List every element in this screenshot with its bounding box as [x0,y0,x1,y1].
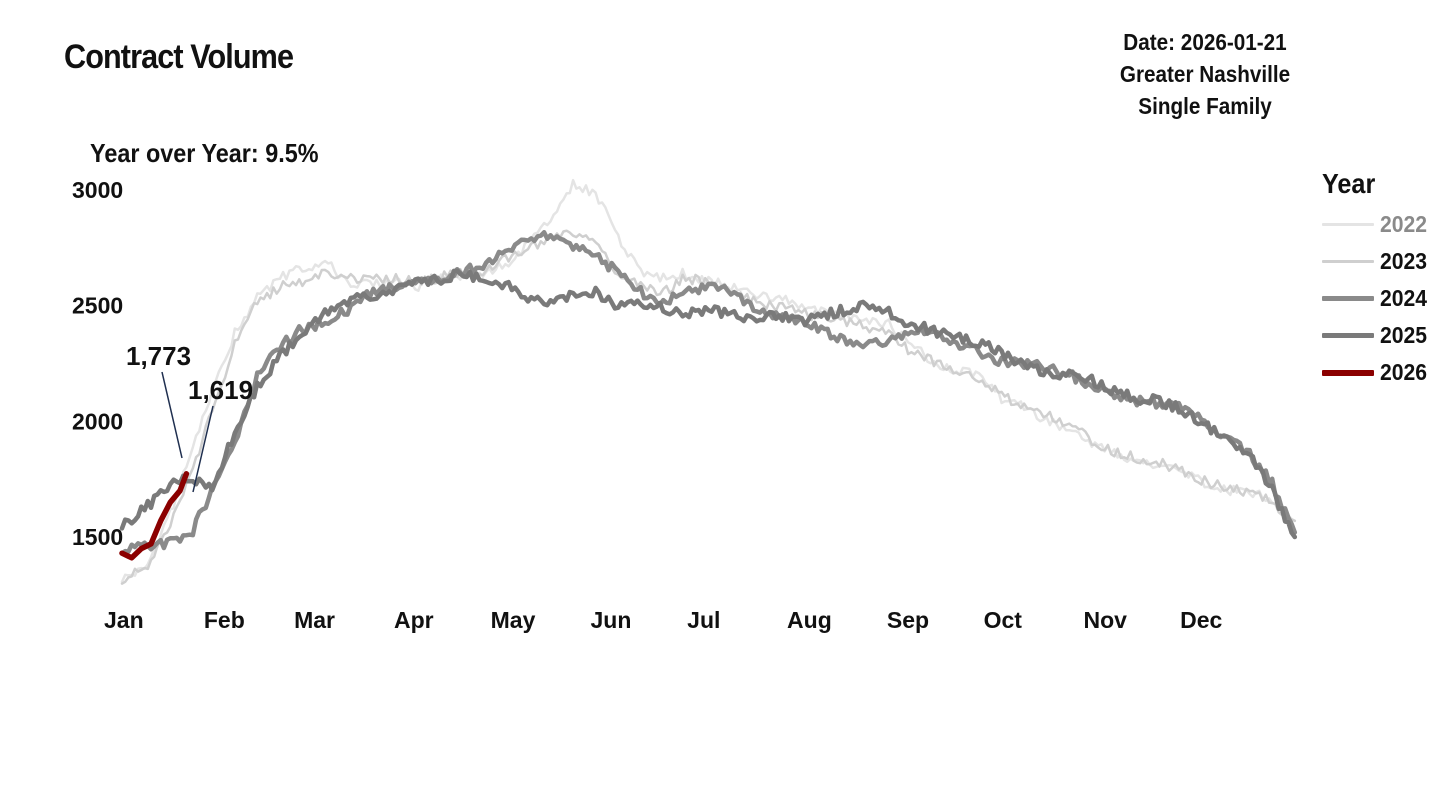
x-tick-label: Mar [294,607,335,633]
x-tick-label: Oct [984,607,1023,633]
x-tick-label: Jul [687,607,720,633]
chart-meta: Date: 2026-01-21 Greater Nashville Singl… [1102,26,1309,122]
legend-label: 2026 [1380,359,1428,385]
annotation-leader-line [192,405,214,493]
y-axis-ticks: 1500 2000 2500 3000 [72,177,123,550]
series-line-2025 [119,268,1298,540]
annotation-leader-line [161,371,183,459]
x-tick-label: Feb [204,607,245,633]
x-axis-ticks: Jan Feb Mar Apr May Jun Jul Aug Sep Oct Nov Dec [104,607,1223,633]
annotation-label: 1,619 [188,375,253,405]
y-tick-label: 2500 [72,293,123,319]
x-tick-label: Dec [1180,607,1222,633]
legend: Year 2022 2023 2024 2025 2026 [1322,168,1448,391]
legend-label: 2022 [1380,211,1428,237]
y-tick-label: 1500 [72,524,123,550]
legend-swatch [1322,296,1374,301]
date-line: Date: 2026-01-21 [1123,29,1287,55]
legend-item-2023: 2023 [1322,243,1448,280]
series-line-2022 [120,178,1297,584]
legend-swatch [1322,223,1374,226]
legend-label: 2025 [1380,322,1428,348]
series-line-2026 [119,471,190,561]
legend-item-2025: 2025 [1322,317,1448,354]
legend-item-2024: 2024 [1322,280,1448,317]
legend-item-2026: 2026 [1322,354,1448,391]
yoy-label: Year over Year: 9.5% [90,138,319,168]
x-tick-label: Apr [394,607,434,633]
x-tick-label: Jun [591,607,632,633]
annotation-label: 1,773 [126,341,191,371]
property-type-label: Single Family [1138,93,1272,119]
region-label: Greater Nashville [1119,61,1291,87]
legend-swatch [1322,260,1374,263]
y-tick-label: 2000 [72,408,123,434]
legend-label: 2023 [1380,248,1428,274]
x-tick-label: Nov [1083,607,1127,633]
series-layer [119,178,1298,585]
chart-title: Contract Volume [64,38,294,76]
x-tick-label: Sep [887,607,929,633]
legend-title: Year [1322,168,1376,199]
x-tick-label: Jan [104,607,144,633]
legend-item-2022: 2022 [1322,206,1448,243]
legend-items: 2022 2023 2024 2025 2026 [1322,206,1448,391]
annotation-layer: 1,773 1,619 [126,341,253,493]
legend-label: 2024 [1380,285,1428,311]
y-tick-label: 3000 [72,177,123,203]
x-tick-label: May [491,607,536,633]
legend-swatch [1322,333,1374,338]
x-tick-label: Aug [787,607,832,633]
legend-swatch [1322,369,1374,376]
